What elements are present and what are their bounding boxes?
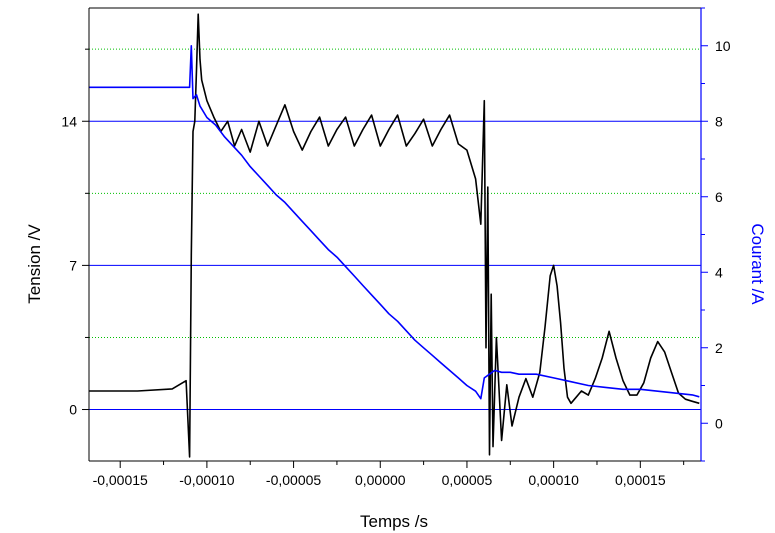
y-right-tick-label: 4 <box>715 264 723 280</box>
y-left-tick-label: 0 <box>69 402 77 418</box>
y-axis-left-title: Tension /V <box>25 224 44 304</box>
series-line-courant <box>89 44 700 400</box>
y-right-tick-label: 6 <box>715 189 723 205</box>
x-tick-label: -0,00010 <box>179 472 234 488</box>
y-left-tick-label: 14 <box>61 113 77 129</box>
y-left-tick-label: 7 <box>69 257 77 273</box>
x-axis-title: Temps /s <box>360 512 428 531</box>
series-line-tension <box>89 13 700 458</box>
y-right-tick-label: 8 <box>715 113 723 129</box>
y-right-tick-label: 10 <box>715 38 731 54</box>
x-tick-label: 0,00015 <box>615 472 666 488</box>
y-right-tick-label: 0 <box>715 415 723 431</box>
x-tick-label: 0,00010 <box>528 472 579 488</box>
axis-layer: -0,00015 -0,00010 -0,00005 0,00000 0,00005 0,… <box>61 7 731 488</box>
y-right-tick-label: 2 <box>715 340 723 356</box>
x-tick-label: -0,00015 <box>93 472 148 488</box>
y-axis-right-title: Courant /A <box>748 223 767 305</box>
series-layer <box>89 13 700 458</box>
x-tick-label: -0,00005 <box>266 472 321 488</box>
x-tick-label: 0,00000 <box>355 472 406 488</box>
x-tick-label: 0,00005 <box>442 472 493 488</box>
